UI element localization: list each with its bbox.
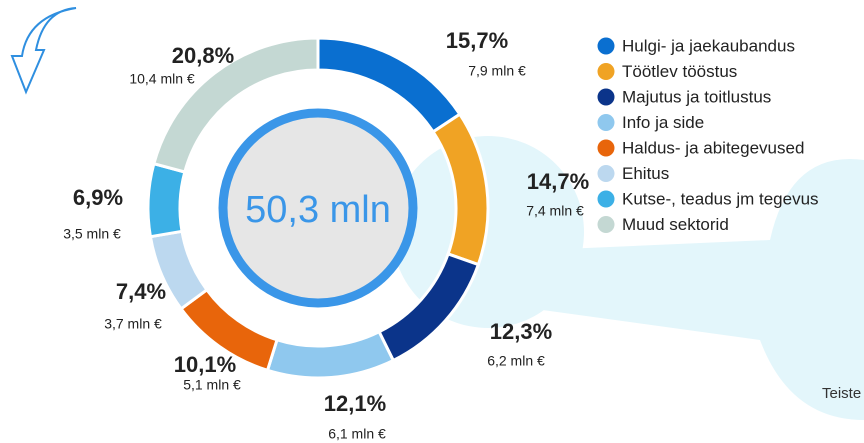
annotation: Teiste bbox=[822, 385, 861, 402]
value-label: 12,1% bbox=[324, 391, 386, 416]
legend-label: Ehitus bbox=[622, 164, 669, 183]
legend-label: Muud sektorid bbox=[622, 215, 729, 234]
legend-marker bbox=[597, 165, 615, 182]
legend-marker bbox=[597, 216, 615, 233]
amount-label: 7,9 mln € bbox=[468, 63, 526, 79]
center-circle bbox=[218, 108, 418, 308]
value-label: 10,1% bbox=[174, 352, 236, 377]
value-label: 14,7% bbox=[527, 169, 589, 194]
value-label: 20,8% bbox=[172, 43, 234, 68]
legend-marker bbox=[597, 139, 615, 157]
legend-marker bbox=[597, 63, 615, 80]
legend-label: Majutus ja toitlustus bbox=[622, 87, 771, 106]
arrow-icon bbox=[10, 7, 77, 95]
amount-label: 5,1 mln € bbox=[183, 377, 241, 393]
center-label: 50,3 mln bbox=[245, 189, 391, 231]
amount-label: 3,7 mln € bbox=[104, 316, 162, 332]
amount-label: 3,5 mln € bbox=[63, 226, 121, 242]
amount-label: 7,4 mln € bbox=[526, 203, 584, 219]
value-label: 12,3% bbox=[490, 319, 552, 344]
legend-label: Haldus- ja abitegevused bbox=[622, 138, 804, 157]
value-label: 6,9% bbox=[73, 185, 123, 210]
legend-marker bbox=[597, 190, 615, 208]
amount-label: 6,2 mln € bbox=[487, 353, 545, 369]
donut-segment bbox=[265, 329, 396, 380]
legend-label: Hulgi- ja jaekaubandus bbox=[622, 36, 795, 55]
amount-label: 10,4 mln € bbox=[129, 71, 195, 87]
legend-marker bbox=[597, 37, 615, 55]
donut-segment bbox=[146, 161, 187, 239]
legend-label: Info ja side bbox=[622, 113, 704, 132]
value-label: 7,4% bbox=[116, 279, 166, 304]
donut-segment bbox=[152, 36, 320, 174]
legend-marker bbox=[597, 88, 615, 106]
legend-label: Töötlev tööstus bbox=[622, 62, 737, 81]
amount-label: 6,1 mln € bbox=[328, 426, 386, 442]
value-label: 15,7% bbox=[446, 28, 508, 53]
legend-label: Kutse-, teadus jm tegevus bbox=[622, 189, 819, 208]
legend-marker bbox=[597, 114, 615, 131]
